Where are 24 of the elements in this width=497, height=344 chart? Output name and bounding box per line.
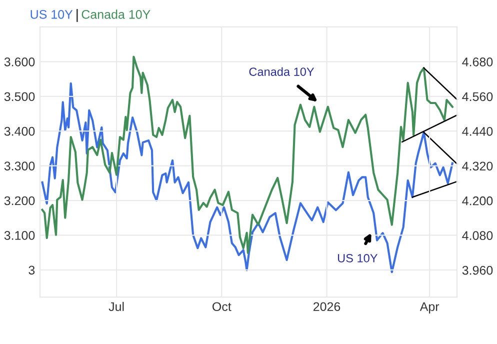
y2-tick-label: 4.440 [462,126,493,136]
annotation: US 10Y [338,254,378,262]
y-tick-label: 3.500 [4,92,35,102]
y2-tick-label: 3.960 [462,266,493,275]
text: Canada 10Y [82,10,150,19]
x-tick-label: Apr [420,302,440,314]
line-series [41,82,454,274]
y-tick-label: 3.600 [4,57,35,66]
y2-tick-label: 4.680 [462,58,493,66]
line-series [41,56,454,254]
x-tick-label: 2026 [313,302,340,312]
y-tick-label: 3 [28,266,35,275]
y-tick-label: 3.300 [4,162,35,170]
x-tick-label: Jul [108,302,124,312]
y-tick-label: 3.200 [4,196,35,206]
x-tick-label: Oct [212,302,232,312]
y2-tick-label: 4.200 [462,196,493,206]
y2-tick-label: 4.560 [462,92,493,102]
annotation: Canada 10Y [249,67,314,76]
y-tick-label: 3.100 [4,231,35,240]
y-tick-label: 3.400 [4,126,35,136]
y2-tick-label: 4.320 [462,162,493,171]
y2-tick-label: 4.080 [462,231,493,240]
text: US 10Y [30,10,73,19]
